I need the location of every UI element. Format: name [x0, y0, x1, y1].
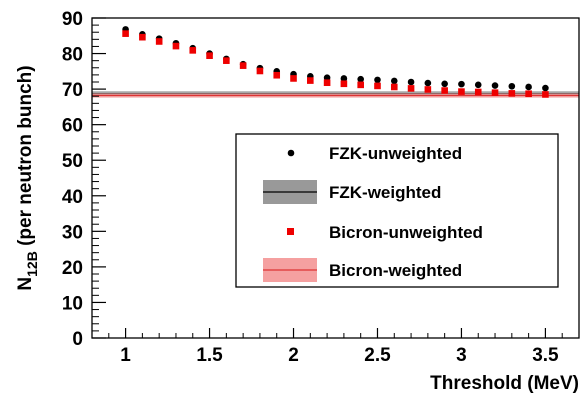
bicron-unweighted-point	[424, 86, 432, 93]
bicron-unweighted-point	[525, 90, 532, 98]
y-tick-label: 90	[62, 9, 83, 30]
bicron-unweighted-point	[256, 67, 264, 75]
y-tick-label: 80	[62, 45, 83, 66]
bicron-unweighted-point	[239, 62, 247, 69]
legend-marker-bicron-unweighted	[287, 228, 294, 235]
y-tick-label: 70	[62, 80, 83, 101]
y-tick-label: 60	[62, 116, 83, 137]
bicron-unweighted-point	[206, 52, 213, 59]
y-tick-label: 30	[62, 222, 83, 243]
legend-label-fzk-weighted: FZK-weighted	[329, 183, 441, 202]
bicron-unweighted-point	[374, 82, 381, 90]
legend-entry-fzk-unweighted: FZK-unweighted	[287, 144, 462, 163]
bicron-unweighted-point	[155, 38, 163, 45]
legend-marker-fzk-unweighted	[287, 149, 295, 157]
fzk-unweighted-point	[458, 80, 465, 88]
fzk-unweighted-point	[424, 79, 432, 87]
bicron-unweighted-point	[542, 91, 549, 98]
bicron-unweighted-point	[508, 90, 516, 97]
y-tick-label: 50	[62, 151, 83, 172]
bicron-unweighted-point	[390, 83, 398, 91]
x-tick-label: 1.5	[196, 345, 223, 366]
y-tick-label: 20	[62, 258, 83, 279]
bicron-unweighted-point	[172, 42, 180, 50]
fzk-unweighted-point	[340, 75, 348, 82]
bicron-unweighted-point	[307, 77, 314, 84]
y-tick-label: 40	[62, 187, 83, 208]
bicron-unweighted-point	[290, 75, 297, 82]
legend-entry-bicron-weighted: Bicron-weighted	[263, 258, 462, 282]
y-axis-title-main: N	[15, 277, 36, 291]
plot-frame	[91, 17, 580, 339]
x-axis-title: Threshold (MeV)	[430, 373, 579, 393]
legend-entry-bicron-unweighted: Bicron-unweighted	[287, 223, 483, 242]
fzk-unweighted-point	[407, 78, 415, 86]
fzk-unweighted-point	[390, 77, 398, 85]
legend-label-bicron-weighted: Bicron-weighted	[329, 261, 462, 280]
y-axis-title: N12B (per neutron bunch)	[15, 65, 40, 290]
fzk-unweighted-point	[542, 84, 549, 92]
bands-layer	[92, 91, 579, 98]
bicron-unweighted-point	[407, 85, 415, 92]
legend-entry-fzk-weighted: FZK-weighted	[263, 180, 441, 204]
fzk-unweighted-point	[374, 76, 381, 84]
fzk-unweighted-point	[323, 74, 331, 82]
bicron-unweighted-point	[273, 71, 281, 79]
legend-label-fzk-unweighted: FZK-unweighted	[329, 144, 462, 163]
x-axis: 1 1.5 2 2.5 3 3.5	[108, 328, 580, 366]
x-tick-label: 2	[288, 345, 299, 366]
bicron-unweighted-point	[357, 81, 364, 89]
fzk-unweighted-point	[357, 75, 364, 83]
y-axis: 0 10 20 30 40 50 60 70 80 90	[62, 9, 106, 350]
y-tick-label: 0	[72, 329, 83, 350]
fzk-unweighted-point	[441, 80, 448, 88]
bicron-unweighted-point	[441, 87, 448, 94]
bicron-unweighted-point	[139, 33, 146, 41]
x-tick-label: 3	[456, 345, 467, 366]
fzk-unweighted-point	[491, 82, 499, 89]
bicron-unweighted-point	[340, 80, 348, 88]
bicron-unweighted-point	[474, 88, 482, 96]
fzk-unweighted-point	[508, 82, 516, 90]
bicron-unweighted-point	[223, 57, 230, 64]
bicron-unweighted-point	[189, 47, 197, 54]
fzk-unweighted-point	[474, 81, 482, 89]
y-tick-label: 10	[62, 293, 83, 314]
bicron-unweighted-point	[122, 30, 129, 37]
bicron-unweighted-point	[491, 89, 499, 96]
x-tick-label: 3.5	[532, 345, 559, 366]
bicron-unweighted-point	[323, 79, 331, 87]
fzk-unweighted-point	[525, 83, 532, 91]
y-axis-title-subscript: 12B	[24, 251, 40, 277]
legend: FZK-unweighted FZK-weighted Bicron-unwei…	[235, 133, 559, 288]
x-tick-label: 1	[120, 345, 131, 366]
x-tick-label: 2.5	[364, 345, 391, 366]
y-axis-title-suffix: (per neutron bunch)	[15, 65, 36, 251]
bicron-unweighted-point	[458, 88, 465, 95]
legend-label-bicron-unweighted: Bicron-unweighted	[329, 223, 483, 242]
points-layer	[122, 26, 549, 98]
